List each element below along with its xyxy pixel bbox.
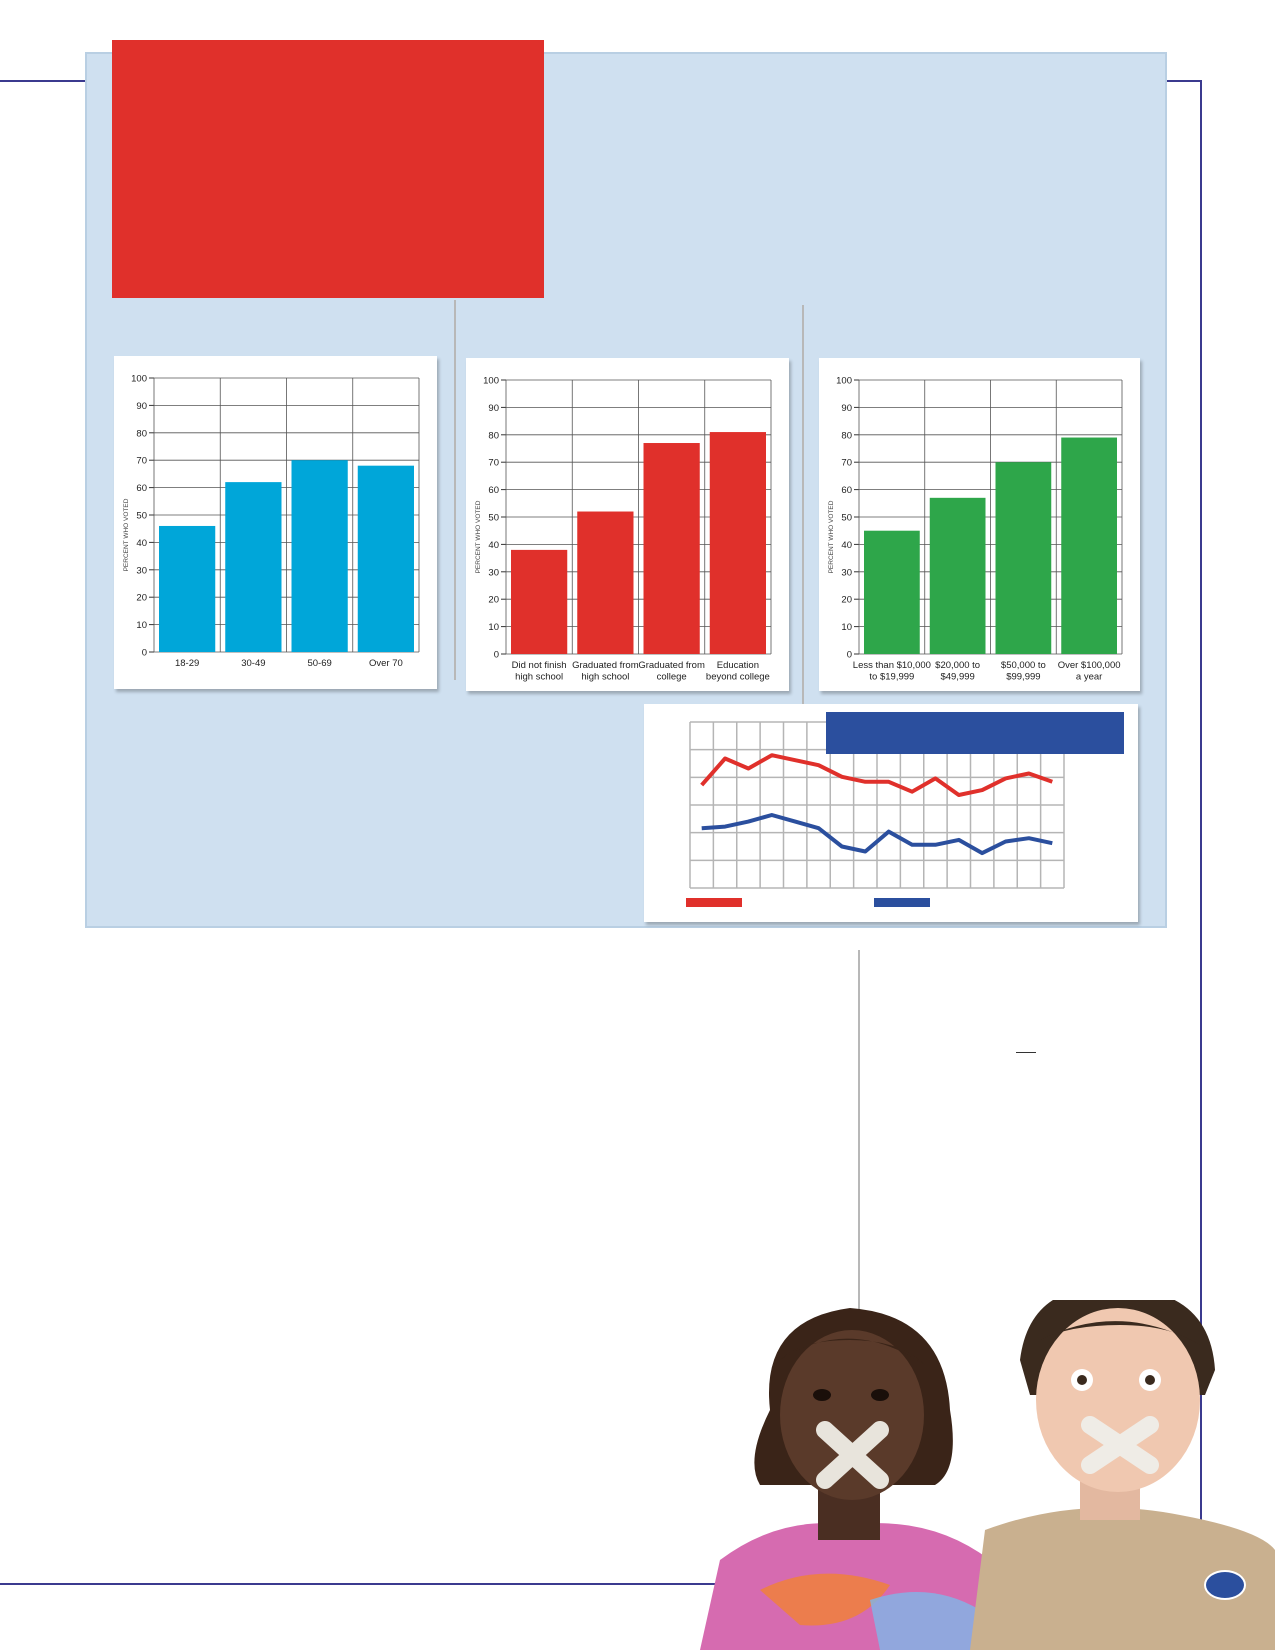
x-tick-label: Less than $10,000 to $19,999 — [853, 660, 931, 683]
y-tick-label: 70 — [488, 458, 499, 469]
bar — [225, 482, 282, 652]
x-tick-label: Did not finish high school — [512, 660, 567, 683]
divider-line — [802, 305, 804, 705]
series-line — [700, 753, 1053, 797]
education-chart: 0 10 20 30 40 50 60 70 80 90 100 PERCENT WHO VOTED D… — [466, 358, 789, 691]
x-tick-label: Graduated from college — [638, 660, 705, 683]
income-chart: 0 10 20 30 40 50 60 70 80 90 100 PERCENT WHO VOTED L… — [819, 358, 1140, 691]
x-tick-label: 30-49 — [241, 658, 265, 669]
bar — [577, 511, 634, 654]
y-tick-label: 20 — [488, 595, 499, 606]
page-number-badge — [1204, 1570, 1246, 1600]
page-frame-right — [1200, 80, 1202, 1585]
y-tick-label: 90 — [841, 403, 852, 414]
y-axis-label: PERCENT WHO VOTED — [475, 500, 482, 573]
y-tick-label: 30 — [841, 567, 852, 578]
y-axis-label: PERCENT WHO VOTED — [828, 500, 835, 573]
shirt-pattern — [870, 1592, 990, 1650]
series-line — [701, 813, 1053, 856]
y-tick-label: 0 — [494, 650, 499, 661]
chart-header-bar — [826, 712, 1124, 754]
y-tick-label: 40 — [841, 540, 852, 551]
y-tick-label: 70 — [136, 456, 147, 467]
y-tick-label: 40 — [488, 540, 499, 551]
x-tick-label: Graduated from high school — [572, 660, 639, 683]
face — [1036, 1308, 1200, 1492]
face — [780, 1330, 924, 1500]
title-block — [112, 40, 544, 298]
bar — [995, 462, 1052, 654]
x-tick-label: $50,000 to $99,999 — [1001, 660, 1046, 683]
y-tick-label: 20 — [136, 593, 147, 604]
tape-x — [816, 1421, 889, 1489]
age-bar-chart: 0 10 20 30 40 50 60 70 80 90 100 PERCENT WHO VOTED 1… — [123, 374, 420, 669]
y-tick-label: 100 — [836, 376, 852, 387]
fringe — [780, 1338, 925, 1365]
page-frame-bottom — [0, 1583, 1202, 1585]
divider-line — [454, 300, 456, 680]
bar — [1061, 437, 1117, 654]
x-tick-label: 18-29 — [175, 658, 199, 669]
bar — [511, 549, 568, 654]
x-tick-label: 50-69 — [307, 658, 331, 669]
left-eye — [813, 1389, 831, 1401]
y-tick-label: 60 — [841, 485, 852, 496]
legend-swatch — [686, 898, 742, 907]
y-tick-label: 30 — [488, 567, 499, 578]
turnout-trend-chart — [644, 704, 1138, 922]
bar — [929, 497, 986, 654]
y-tick-label: 0 — [142, 648, 147, 659]
bar — [159, 525, 216, 652]
dash-mark — [1016, 1052, 1036, 1053]
y-tick-label: 60 — [136, 483, 147, 494]
y-tick-label: 90 — [488, 403, 499, 414]
bar — [357, 465, 414, 652]
y-tick-label: 20 — [841, 595, 852, 606]
bar — [864, 530, 920, 654]
x-tick-label: Education beyond college — [706, 660, 770, 683]
y-axis-label: PERCENT WHO VOTED — [123, 498, 130, 571]
y-tick-label: 10 — [488, 622, 499, 633]
bar — [643, 443, 700, 654]
y-tick-label: 40 — [136, 538, 147, 549]
y-tick-label: 10 — [841, 622, 852, 633]
y-tick-label: 50 — [841, 513, 852, 524]
y-tick-label: 0 — [847, 650, 852, 661]
tan-shirt — [970, 1507, 1275, 1650]
tape-x — [1081, 1416, 1159, 1474]
shirt-pattern — [760, 1573, 890, 1626]
column-divider — [858, 950, 860, 1330]
y-tick-label: 10 — [136, 620, 147, 631]
y-tick-label: 80 — [136, 428, 147, 439]
income-bar-chart: 0 10 20 30 40 50 60 70 80 90 100 PERCENT WHO VOTED L… — [828, 376, 1123, 683]
age-chart: 0 10 20 30 40 50 60 70 80 90 100 PERCENT WHO VOTED 1… — [114, 356, 437, 689]
x-tick-label: Over $100,000 a year — [1058, 660, 1121, 683]
y-tick-label: 30 — [136, 565, 147, 576]
y-tick-label: 80 — [488, 430, 499, 441]
x-tick-label: $20,000 to $49,999 — [935, 660, 980, 683]
turnout-line-chart — [686, 712, 1124, 907]
x-tick-label: Over 70 — [369, 658, 403, 669]
y-tick-label: 50 — [136, 511, 147, 522]
y-tick-label: 100 — [483, 376, 499, 387]
y-tick-label: 90 — [136, 401, 147, 412]
bar — [709, 432, 766, 654]
bar — [291, 460, 348, 652]
left-pupil — [1077, 1375, 1087, 1385]
photo-students-taped-mouths — [700, 1300, 1275, 1650]
education-bar-chart: 0 10 20 30 40 50 60 70 80 90 100 PERCENT WHO VOTED D… — [475, 376, 772, 683]
fringe — [1040, 1321, 1200, 1345]
right-pupil — [1145, 1375, 1155, 1385]
y-tick-label: 50 — [488, 513, 499, 524]
legend-swatch — [874, 898, 930, 907]
right-eye — [871, 1389, 889, 1401]
y-tick-label: 60 — [488, 485, 499, 496]
y-tick-label: 70 — [841, 458, 852, 469]
y-tick-label: 80 — [841, 430, 852, 441]
y-tick-label: 100 — [131, 374, 147, 385]
